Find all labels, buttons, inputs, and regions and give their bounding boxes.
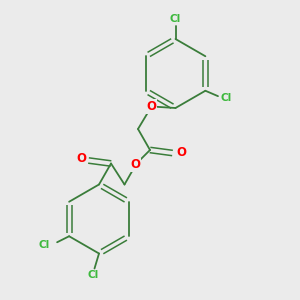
Text: O: O: [76, 152, 86, 166]
Text: Cl: Cl: [38, 240, 50, 250]
Text: O: O: [130, 158, 140, 172]
Text: Cl: Cl: [220, 93, 231, 103]
Text: O: O: [176, 146, 186, 160]
Text: Cl: Cl: [170, 14, 181, 25]
Text: O: O: [146, 100, 157, 113]
Text: Cl: Cl: [87, 270, 99, 280]
